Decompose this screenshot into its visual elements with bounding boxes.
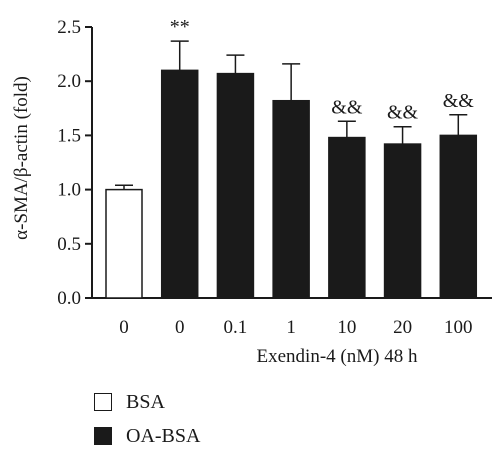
legend-swatch-oa-bsa	[94, 427, 112, 445]
significance-label: **	[170, 16, 190, 38]
x-tick-label: 100	[444, 317, 473, 338]
y-axis-label: α-SMA/β-actin (fold)	[11, 76, 32, 240]
bar-oa-bsa-1	[160, 69, 199, 299]
x-tick-label: 0.1	[224, 317, 248, 338]
legend-item-bsa: BSA	[94, 389, 165, 415]
y-tick-label: 1.5	[57, 125, 81, 146]
y-tick-label: 1.0	[57, 180, 81, 201]
y-axis: 0.0 0.5 1.0 1.5 2.0 2.5	[57, 17, 93, 309]
x-tick-labels: 0 0 0.1 1 10 20 100	[119, 317, 472, 338]
bar-oa-bsa-6	[439, 134, 478, 299]
bar-oa-bsa-3	[272, 99, 310, 299]
x-axis-label: Exendin-4 (nM) 48 h	[257, 346, 418, 367]
error-bars	[115, 40, 468, 190]
significance-annotations: ** && && &&	[170, 16, 475, 124]
x-tick-label: 0	[119, 317, 129, 338]
bar-bsa-0	[105, 188, 143, 299]
bar-oa-bsa-4	[328, 136, 366, 299]
legend-label-oa-bsa: OA-BSA	[126, 424, 201, 447]
y-tick-label: 2.5	[57, 17, 81, 38]
significance-label: &&	[331, 96, 363, 118]
significance-label: &&	[387, 102, 419, 124]
y-tick-label: 0.5	[57, 234, 81, 255]
x-tick-label: 10	[337, 317, 356, 338]
bars	[105, 69, 478, 299]
legend: BSA OA-BSA	[94, 383, 294, 453]
bar-oa-bsa-5	[383, 143, 422, 299]
y-tick-label: 2.0	[57, 71, 81, 92]
bar-oa-bsa-2	[216, 72, 255, 299]
significance-label: &&	[443, 90, 475, 112]
x-tick-label: 20	[393, 317, 412, 338]
y-tick-label: 0.0	[57, 288, 81, 309]
x-tick-label: 0	[175, 317, 185, 338]
legend-item-oa-bsa: OA-BSA	[94, 423, 200, 449]
bar-chart: 0.0 0.5 1.0 1.5 2.0 2.5 ** && && && 0 0 0.1 1 10 20 10…	[11, 16, 492, 367]
x-tick-label: 1	[286, 317, 296, 338]
legend-label-bsa: BSA	[126, 390, 165, 413]
legend-swatch-bsa	[94, 393, 112, 411]
